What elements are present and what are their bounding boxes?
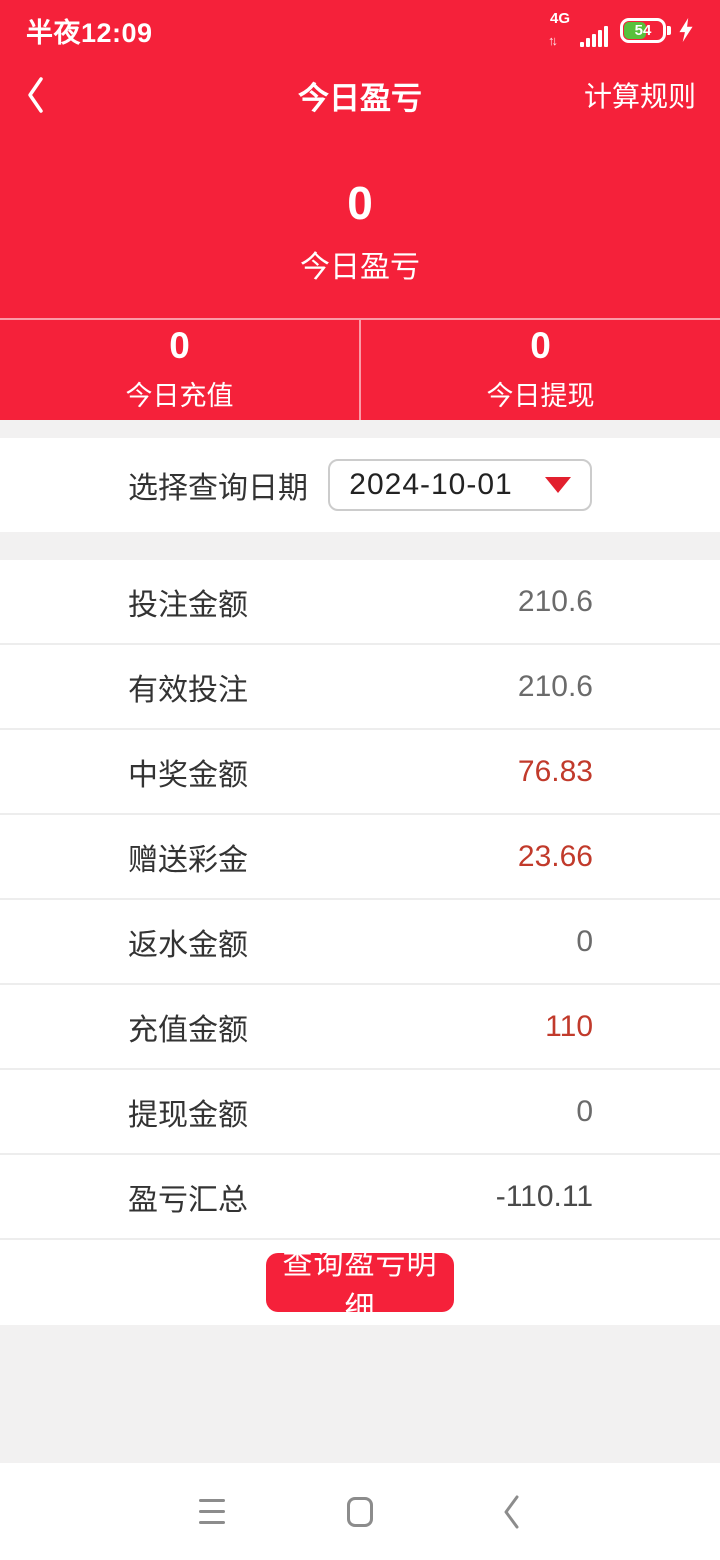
- divider-band: [0, 420, 720, 438]
- list-item: 充值金额 110: [0, 985, 720, 1070]
- row-value: 0: [576, 924, 593, 958]
- today-withdraw-label: 今日提现: [486, 381, 595, 411]
- data-activity-icon: ↑↓: [548, 33, 558, 48]
- signal-indicator: 4G ↑↓: [548, 10, 608, 50]
- row-label: 返水金额: [128, 928, 248, 962]
- list-item: 提现金额 0: [0, 1070, 720, 1155]
- list-item: 中奖金额 76.83: [0, 730, 720, 815]
- today-profit-label: 今日盈亏: [300, 251, 420, 284]
- row-value: -110.11: [495, 1179, 593, 1213]
- amounts-list: 投注金额 210.6 有效投注 210.6 中奖金额 76.83 赠送彩金 23…: [0, 560, 720, 1240]
- row-value: 210.6: [517, 669, 593, 703]
- row-value: 23.66: [517, 839, 593, 873]
- app-header: 今日盈亏 计算规则: [0, 60, 720, 130]
- sub-stats: 0 今日充值 0 今日提现: [0, 318, 720, 420]
- calc-rules-link[interactable]: 计算规则: [583, 81, 696, 112]
- date-value: 2024-10-01: [349, 468, 513, 501]
- list-item: 返水金额 0: [0, 900, 720, 985]
- battery-icon: 54: [620, 17, 671, 43]
- back-chevron-icon[interactable]: [501, 1463, 523, 1560]
- system-nav-bar: [0, 1463, 720, 1560]
- menu-icon[interactable]: [199, 1463, 225, 1560]
- status-bar: 半夜12:09 4G ↑↓ 54: [0, 0, 720, 60]
- home-square-icon[interactable]: [347, 1463, 373, 1560]
- red-header-block: 半夜12:09 4G ↑↓ 54: [0, 0, 720, 420]
- query-button-row: 查询盈亏明细: [0, 1240, 720, 1325]
- today-profit-value: 0: [347, 177, 373, 229]
- row-label: 充值金额: [128, 1013, 248, 1047]
- row-value: 210.6: [517, 584, 593, 618]
- row-label: 盈亏汇总: [128, 1183, 248, 1217]
- network-type-label: 4G: [550, 10, 571, 27]
- list-item: 赠送彩金 23.66: [0, 815, 720, 900]
- date-picker-row: 选择查询日期 2024-10-01: [0, 438, 720, 532]
- status-time: 半夜12:09: [26, 17, 153, 48]
- row-label: 投注金额: [128, 588, 248, 622]
- chevron-left-icon: [28, 77, 43, 113]
- today-deposit-stat: 0 今日充值: [0, 320, 359, 420]
- date-select[interactable]: 2024-10-01: [328, 459, 592, 511]
- row-label: 中奖金额: [128, 758, 248, 792]
- list-item: 盈亏汇总 -110.11: [0, 1155, 720, 1240]
- back-button[interactable]: [24, 75, 48, 115]
- today-profit-summary: 0 今日盈亏: [0, 130, 720, 318]
- row-label: 有效投注: [128, 673, 248, 707]
- signal-bars-icon: [580, 26, 608, 47]
- today-withdraw-value: 0: [530, 325, 551, 366]
- today-deposit-value: 0: [169, 325, 190, 366]
- lightning-bolt-icon: [679, 18, 693, 42]
- row-label: 赠送彩金: [128, 843, 248, 877]
- list-item: 投注金额 210.6: [0, 560, 720, 645]
- date-picker-label: 选择查询日期: [128, 472, 308, 505]
- list-item: 有效投注 210.6: [0, 645, 720, 730]
- chevron-left-icon: [504, 1495, 519, 1528]
- query-profit-detail-button[interactable]: 查询盈亏明细: [266, 1248, 454, 1325]
- row-value: 0: [576, 1094, 593, 1128]
- battery-fill: [624, 21, 646, 39]
- battery-percent: 54: [634, 21, 652, 39]
- row-value: 76.83: [517, 754, 593, 788]
- status-indicators: 4G ↑↓ 54: [548, 10, 694, 50]
- today-deposit-label: 今日充值: [125, 381, 234, 411]
- page-title: 今日盈亏: [298, 80, 422, 116]
- row-label: 提现金额: [128, 1098, 248, 1132]
- row-value: 110: [545, 1009, 593, 1043]
- empty-area: [0, 1325, 720, 1463]
- triangle-down-icon: [544, 477, 571, 493]
- today-withdraw-stat: 0 今日提现: [359, 320, 720, 420]
- divider-band: [0, 532, 720, 560]
